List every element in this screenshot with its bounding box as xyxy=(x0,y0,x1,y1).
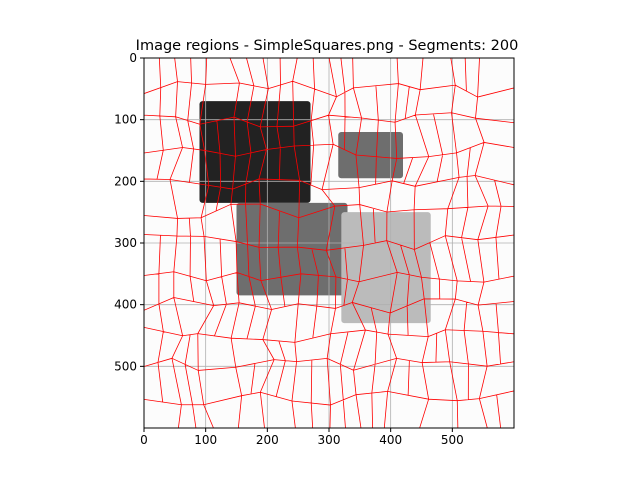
y-tick-label: 500 xyxy=(114,359,137,373)
plot-area xyxy=(144,58,514,428)
segment-boundary-mesh xyxy=(144,58,514,428)
x-tick-label: 100 xyxy=(194,433,217,447)
y-tick-label: 100 xyxy=(114,113,137,127)
region-dark-gray-square-top-right xyxy=(338,132,403,179)
y-tick-label: 400 xyxy=(114,298,137,312)
y-tick-label: 200 xyxy=(114,174,137,188)
region-gray-band-lower-left xyxy=(236,202,348,296)
chart-title: Image regions - SimpleSquares.png - Segm… xyxy=(136,38,519,54)
y-axis-ticks: 0 100 200 300 400 500 xyxy=(114,51,144,373)
x-tick-label: 500 xyxy=(441,433,464,447)
region-light-gray-square xyxy=(341,212,431,324)
x-tick-label: 400 xyxy=(379,433,402,447)
segment-boundaries xyxy=(144,58,514,428)
x-axis-ticks: 0 100 200 300 400 500 xyxy=(140,428,464,447)
x-tick-label: 200 xyxy=(256,433,279,447)
x-tick-label: 0 xyxy=(140,433,148,447)
y-tick-label: 300 xyxy=(114,236,137,250)
x-tick-label: 300 xyxy=(318,433,341,447)
y-tick-label: 0 xyxy=(129,51,137,65)
